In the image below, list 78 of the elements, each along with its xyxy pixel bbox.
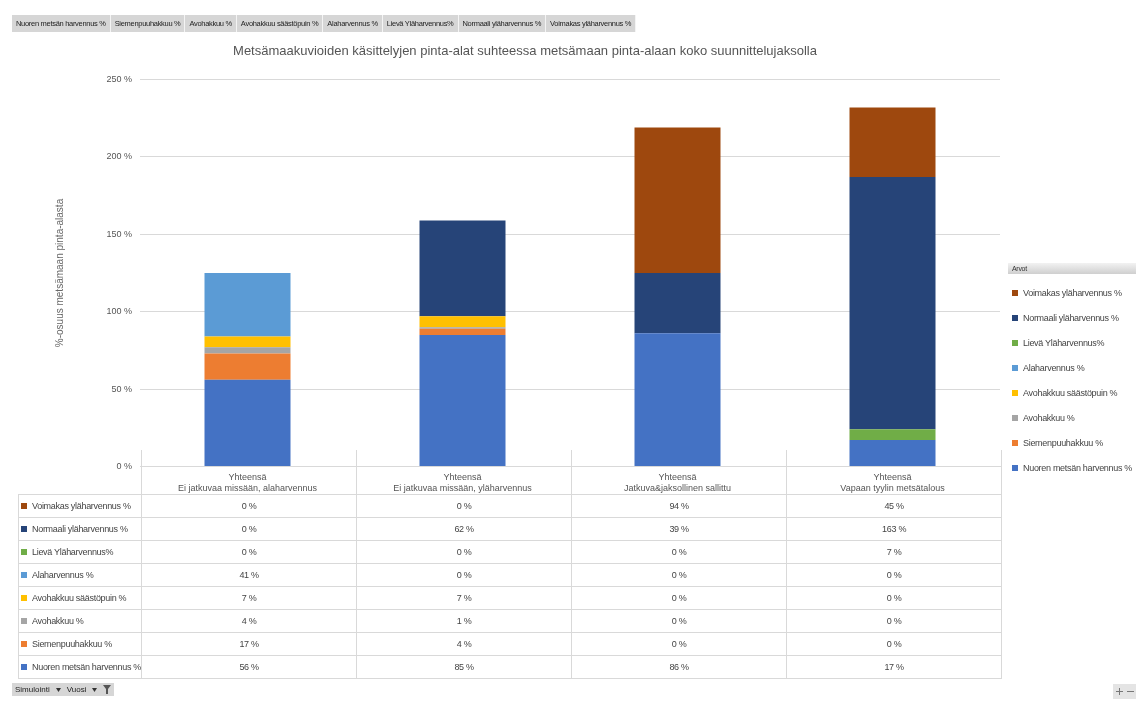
data-label: 0 %: [571, 586, 787, 610]
text: Lievä Yläharvennus%: [32, 547, 114, 557]
text: Alaharvennus %: [1023, 362, 1085, 373]
data-label: 0 %: [571, 609, 787, 633]
data-label: 0 %: [141, 540, 357, 564]
data-label: 7 %: [141, 586, 357, 610]
chart-title: Metsämaakuvioiden käsittelyjen pinta-alat suhteessa metsämaan pinta-alaan koko suunnittelujaksolla: [233, 43, 818, 59]
legend-label: Siemenpuuhakkuu %: [18, 632, 142, 656]
bar: [849, 429, 936, 441]
x-tick-label: Yhteensä Ei jatkuvaa missään, alaharvennus: [177, 472, 318, 494]
y-tick-label: 200 %: [106, 151, 132, 162]
data-label: 45 %: [786, 494, 1002, 518]
bar: [634, 333, 721, 466]
data-label: 0 %: [786, 632, 1002, 656]
data-label: 0 %: [786, 563, 1002, 587]
legend-label: Nuoren metsän harvennus %: [1023, 462, 1133, 473]
bar: [419, 316, 506, 328]
bar: [849, 177, 936, 430]
data-label: 39 %: [571, 517, 787, 541]
bar: [204, 347, 291, 354]
data-label: 7 %: [786, 540, 1002, 564]
data-label: 0 %: [141, 517, 357, 541]
text: Avohakkuu %: [1023, 412, 1075, 423]
legend-label: Voimakas yläharvennus %: [1023, 287, 1122, 298]
data-label: 0 %: [571, 632, 787, 656]
legend-label: Lievä Yläharvennus%: [1023, 337, 1105, 348]
legend-label: Avohakkuu %: [18, 609, 142, 633]
text: Nuoren metsän harvennus %: [32, 662, 142, 672]
bar: [419, 334, 506, 466]
legend-label: Alaharvennus %: [18, 563, 142, 587]
text: Vuosi: [66, 685, 87, 694]
data-label: 1 %: [356, 609, 572, 633]
data-label: 0 %: [571, 563, 787, 587]
data-label: 85 %: [356, 655, 572, 679]
bar: [419, 220, 506, 317]
data-label: 62 %: [356, 517, 572, 541]
text: Avohakkuu säästöpuin %: [1023, 387, 1118, 398]
y-axis-title: %-osuus metsämaan pinta-alasta: [53, 198, 65, 348]
legend-label: Normaali yläharvennus %: [1023, 312, 1119, 323]
bar: [419, 328, 506, 335]
data-label: 0 %: [356, 494, 572, 518]
data-label: 86 %: [571, 655, 787, 679]
y-tick-label: 150 %: [106, 228, 132, 239]
data-label: 4 %: [141, 609, 357, 633]
data-label: 41 %: [141, 563, 357, 587]
text: Voimakas yläharvennus %: [32, 501, 131, 511]
data-label: 7 %: [356, 586, 572, 610]
y-tick-label: 250 %: [106, 74, 132, 85]
text: Normaali yläharvennus %: [32, 524, 128, 534]
bar: [204, 336, 291, 348]
bar: [849, 440, 936, 466]
data-label: 4 %: [356, 632, 572, 656]
x-tick-label: Yhteensä Vapaan tyylin metsätalous: [840, 472, 946, 494]
bar: [204, 273, 291, 337]
data-label: 163 %: [786, 517, 1002, 541]
bar: [849, 107, 936, 178]
x-tick-label: Yhteensä Jatkuva&jaksollinen sallittu: [623, 472, 732, 494]
data-label: 0 %: [141, 494, 357, 518]
data-label: 94 %: [571, 494, 787, 518]
bar: [204, 379, 291, 466]
text: Siemenpuuhakkuu %: [1023, 437, 1103, 448]
data-label: 17 %: [141, 632, 357, 656]
bar: [204, 353, 291, 380]
y-tick-label: 50 %: [111, 383, 132, 394]
legend-label: Avohakkuu säästöpuin %: [18, 586, 142, 610]
data-label: 0 %: [786, 609, 1002, 633]
data-label: 56 %: [141, 655, 357, 679]
x-tick-label: Yhteensä Ei jatkuvaa missään, yläharvennus: [393, 472, 533, 494]
y-tick-label: 0 %: [116, 460, 132, 471]
data-label: 0 %: [356, 540, 572, 564]
data-label: 0 %: [571, 540, 787, 564]
bar: [634, 273, 721, 334]
data-label: 0 %: [356, 563, 572, 587]
data-label: 17 %: [786, 655, 1002, 679]
data-label: 0 %: [786, 586, 1002, 610]
bar: [634, 127, 721, 273]
text: Simulointi: [15, 685, 50, 694]
y-tick-label: 100 %: [106, 306, 132, 317]
